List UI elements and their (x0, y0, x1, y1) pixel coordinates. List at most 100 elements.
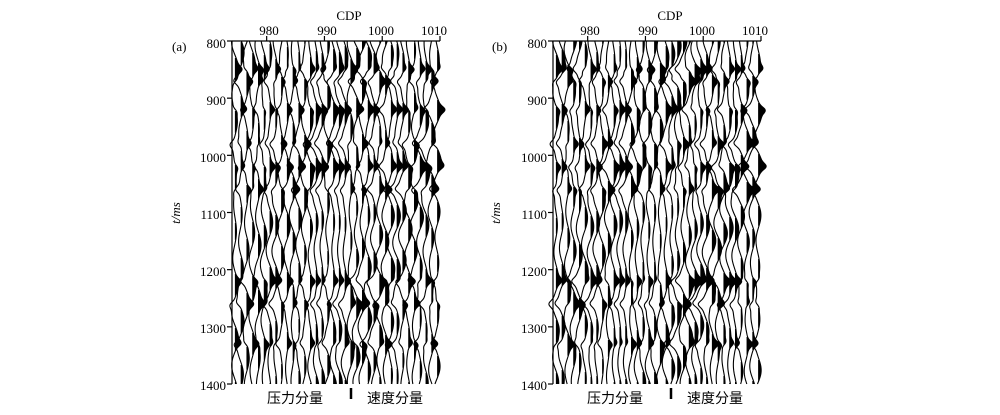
x-tick-labels: 980 990 1000 1010 (259, 23, 447, 38)
pressure-component-label: 压力分量 (587, 391, 643, 407)
trace-fill (286, 47, 294, 350)
seismic-traces (548, 40, 767, 385)
seismic-trace (642, 40, 656, 385)
trace-fill (700, 59, 708, 384)
trace-fill (390, 45, 397, 384)
trace-fill (373, 53, 380, 372)
axes-frame (227, 36, 441, 385)
trace-fill (596, 52, 603, 384)
trace-fill (602, 41, 608, 374)
trace-fill (263, 55, 270, 360)
trace-fill (607, 41, 615, 357)
velocity-component-label: 速度分量 (687, 391, 743, 407)
seismic-trace (674, 40, 692, 384)
trace-fill (408, 61, 416, 384)
trace-fill (746, 41, 755, 355)
seismic-trace (744, 40, 761, 385)
trace-fill (356, 48, 364, 368)
trace-fill (625, 49, 633, 384)
trace-fill (315, 51, 323, 384)
trace-fill (636, 57, 643, 384)
trace-fill (350, 59, 358, 366)
trace-fill (344, 46, 352, 384)
trace-fill (729, 57, 737, 384)
x-tick-label: 1000 (368, 23, 394, 38)
seismic-trace (705, 40, 720, 385)
seismic-trace (624, 40, 639, 385)
trace-fill (694, 64, 703, 384)
seismic-trace (562, 40, 575, 385)
pressure-component-label: 压力分量 (267, 391, 323, 407)
trace-fill (671, 43, 678, 380)
x-tick-label: 980 (259, 23, 279, 38)
trace-fill (723, 41, 731, 384)
x-axis-title: CDP (657, 8, 682, 23)
y-tick-label: 1200 (521, 264, 547, 279)
trace-fill (425, 61, 432, 384)
trace-fill (758, 54, 767, 381)
trace-fill (573, 41, 581, 366)
trace-fill (677, 41, 682, 379)
y-tick-label: 800 (207, 36, 227, 51)
y-tick-label: 800 (528, 36, 548, 51)
x-tick-label: 990 (317, 23, 337, 38)
trace-fill (269, 44, 277, 384)
trace-fill (735, 60, 742, 384)
seismic-trace (280, 40, 294, 385)
trace-fill (252, 53, 259, 355)
seismic-trace (595, 40, 609, 385)
trace-fill (648, 60, 655, 384)
seismic-trace (697, 40, 715, 385)
y-tick-label: 1300 (521, 321, 547, 336)
seismic-trace (727, 40, 743, 385)
y-tick-label: 900 (207, 93, 227, 108)
trace-fill (654, 41, 659, 384)
trace-fill (281, 41, 287, 379)
y-tick-labels: 800 900 1000 1100 1200 1300 1400 (200, 36, 226, 393)
panel-a: (a) CDP t/ms 980 990 1000 1010 800 900 1… (168, 8, 447, 407)
trace-fill (561, 50, 568, 384)
trace-fill (304, 41, 312, 376)
seismic-trace (571, 40, 586, 385)
y-tick-label: 1000 (200, 150, 226, 165)
trace-fill (367, 47, 375, 382)
panel-label: (a) (172, 39, 186, 54)
y-tick-label: 1000 (521, 150, 547, 165)
x-tick-label: 980 (580, 23, 600, 38)
trace-fill (437, 50, 445, 377)
y-axis-title: t/ms (488, 202, 503, 224)
seismic-trace (252, 40, 266, 385)
trace-fill (240, 42, 247, 384)
trace-fill (258, 63, 265, 369)
trace-fill (584, 44, 590, 384)
x-tick-label: 1010 (742, 23, 768, 38)
seismic-trace (423, 40, 440, 385)
seismic-trace (600, 40, 616, 385)
x-tick-labels: 980 990 1000 1010 (580, 23, 768, 38)
seismic-trace (411, 40, 429, 385)
panel-label: (b) (492, 39, 507, 54)
trace-fill (333, 49, 340, 384)
trace-fill (659, 63, 667, 364)
trace-fill (362, 41, 370, 364)
trace-fill (292, 67, 300, 361)
trace-fill (717, 41, 725, 361)
trace-fill (740, 55, 749, 381)
trace-fill (321, 53, 329, 384)
seismic-trace (302, 40, 316, 385)
trace-fill (613, 54, 620, 384)
trace-fill (275, 59, 282, 384)
trace-fill (619, 46, 627, 384)
trace-fill (379, 41, 388, 384)
seismic-trace (606, 40, 621, 385)
trace-fill (338, 52, 345, 384)
seismic-trace (589, 40, 603, 385)
y-tick-label: 900 (528, 93, 548, 108)
seismic-trace (629, 40, 643, 385)
trace-fill (711, 41, 720, 354)
trace-fill (642, 41, 647, 384)
seismic-trace (612, 40, 627, 385)
trace-fill (298, 52, 306, 384)
y-tick-label: 1100 (200, 207, 226, 222)
